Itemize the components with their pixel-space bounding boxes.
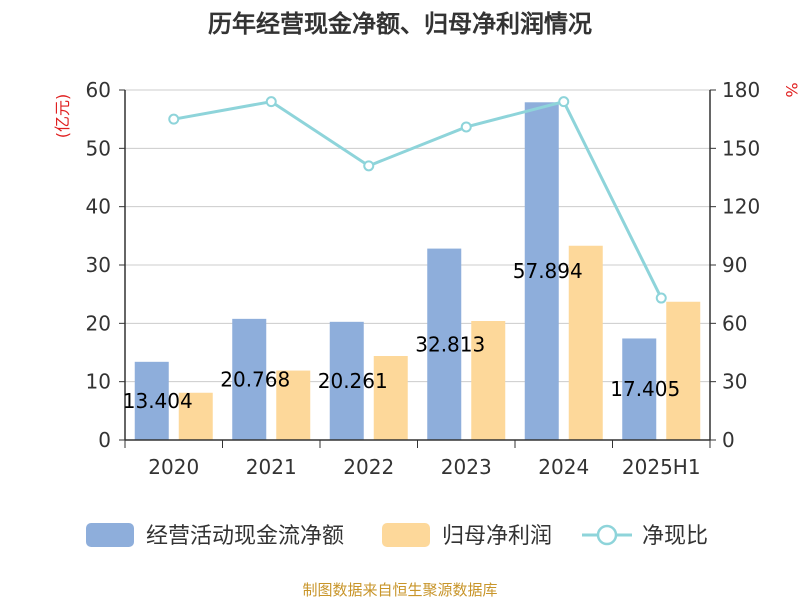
left-tick-label: 40: [86, 195, 111, 219]
legend-swatch-net-profit: [382, 523, 430, 547]
bar-net-profit: [471, 321, 506, 440]
left-tick-label: 50: [86, 136, 111, 160]
bar-cash-flow: [622, 338, 657, 440]
bar-cash-flow: [134, 361, 169, 440]
bar-cash-flow: [427, 248, 462, 440]
bar-net-profit: [373, 356, 408, 440]
legend-label-ratio: 净现比: [642, 524, 708, 549]
x-tick-label: 2024: [538, 455, 589, 479]
right-tick-label: 180: [722, 78, 760, 102]
data-label-cash-flow: 20.768: [220, 367, 290, 391]
ratio-point: [168, 113, 180, 125]
left-tick-label: 30: [86, 253, 111, 277]
legend-marker-ratio: [596, 524, 618, 546]
data-label-cash-flow: 20.261: [318, 369, 388, 393]
left-tick-label: 20: [86, 311, 111, 335]
data-label-cash-flow: 13.404: [123, 389, 193, 413]
ratio-point: [655, 292, 667, 304]
x-tick-label: 2025H1: [622, 455, 701, 479]
left-axis-unit: (亿元): [53, 94, 72, 139]
x-tick-label: 2021: [246, 455, 297, 479]
right-axis-unit: %: [782, 82, 800, 97]
x-tick-label: 2020: [148, 455, 199, 479]
right-tick-label: 0: [722, 428, 735, 452]
chart-title: 历年经营现金净额、归母净利润情况: [208, 10, 592, 38]
ratio-point: [558, 96, 570, 108]
data-label-cash-flow: 32.813: [415, 332, 485, 356]
ratio-line: [168, 96, 667, 304]
bar-cash-flow: [232, 318, 267, 440]
ratio-point: [460, 121, 472, 133]
bar-cash-flow: [329, 321, 364, 440]
grid-lines: [125, 89, 710, 383]
bar-net-profit: [666, 301, 701, 440]
data-label-cash-flow: 17.405: [610, 377, 680, 401]
legend-swatch-cash-flow: [86, 523, 134, 547]
right-tick-label: 30: [722, 370, 747, 394]
right-tick-label: 120: [722, 195, 760, 219]
x-tick-label: 2022: [343, 455, 394, 479]
axes: 0 10 20 30 40 50 60 0 30 60 90 120 150 180 2020 2021 202…: [86, 78, 761, 479]
bar-net-profit: [276, 370, 311, 440]
left-tick-label: 0: [98, 428, 111, 452]
bar-net-profit: [568, 245, 603, 440]
x-tick-label: 2023: [441, 455, 492, 479]
ratio-point: [363, 160, 375, 172]
source-note: 制图数据来自恒生聚源数据库: [302, 581, 497, 599]
left-tick-label: 10: [86, 370, 111, 394]
bar-cash-flow: [524, 102, 559, 440]
ratio-line-path: [173, 99, 663, 299]
left-tick-label: 60: [86, 78, 111, 102]
bars: [134, 102, 701, 440]
legend-label-cash-flow: 经营活动现金流净额: [146, 524, 344, 549]
data-labels: 13.404 20.768 20.261 32.813 57.894 17.405: [123, 259, 680, 413]
right-tick-label: 90: [722, 253, 747, 277]
right-tick-label: 60: [722, 311, 747, 335]
data-label-cash-flow: 57.894: [513, 259, 583, 283]
right-tick-label: 150: [722, 136, 760, 160]
legend: 经营活动现金流净额 归母净利润 净现比: [86, 523, 708, 549]
bar-net-profit: [178, 392, 213, 440]
legend-label-net-profit: 归母净利润: [442, 524, 552, 549]
ratio-point: [265, 96, 277, 108]
